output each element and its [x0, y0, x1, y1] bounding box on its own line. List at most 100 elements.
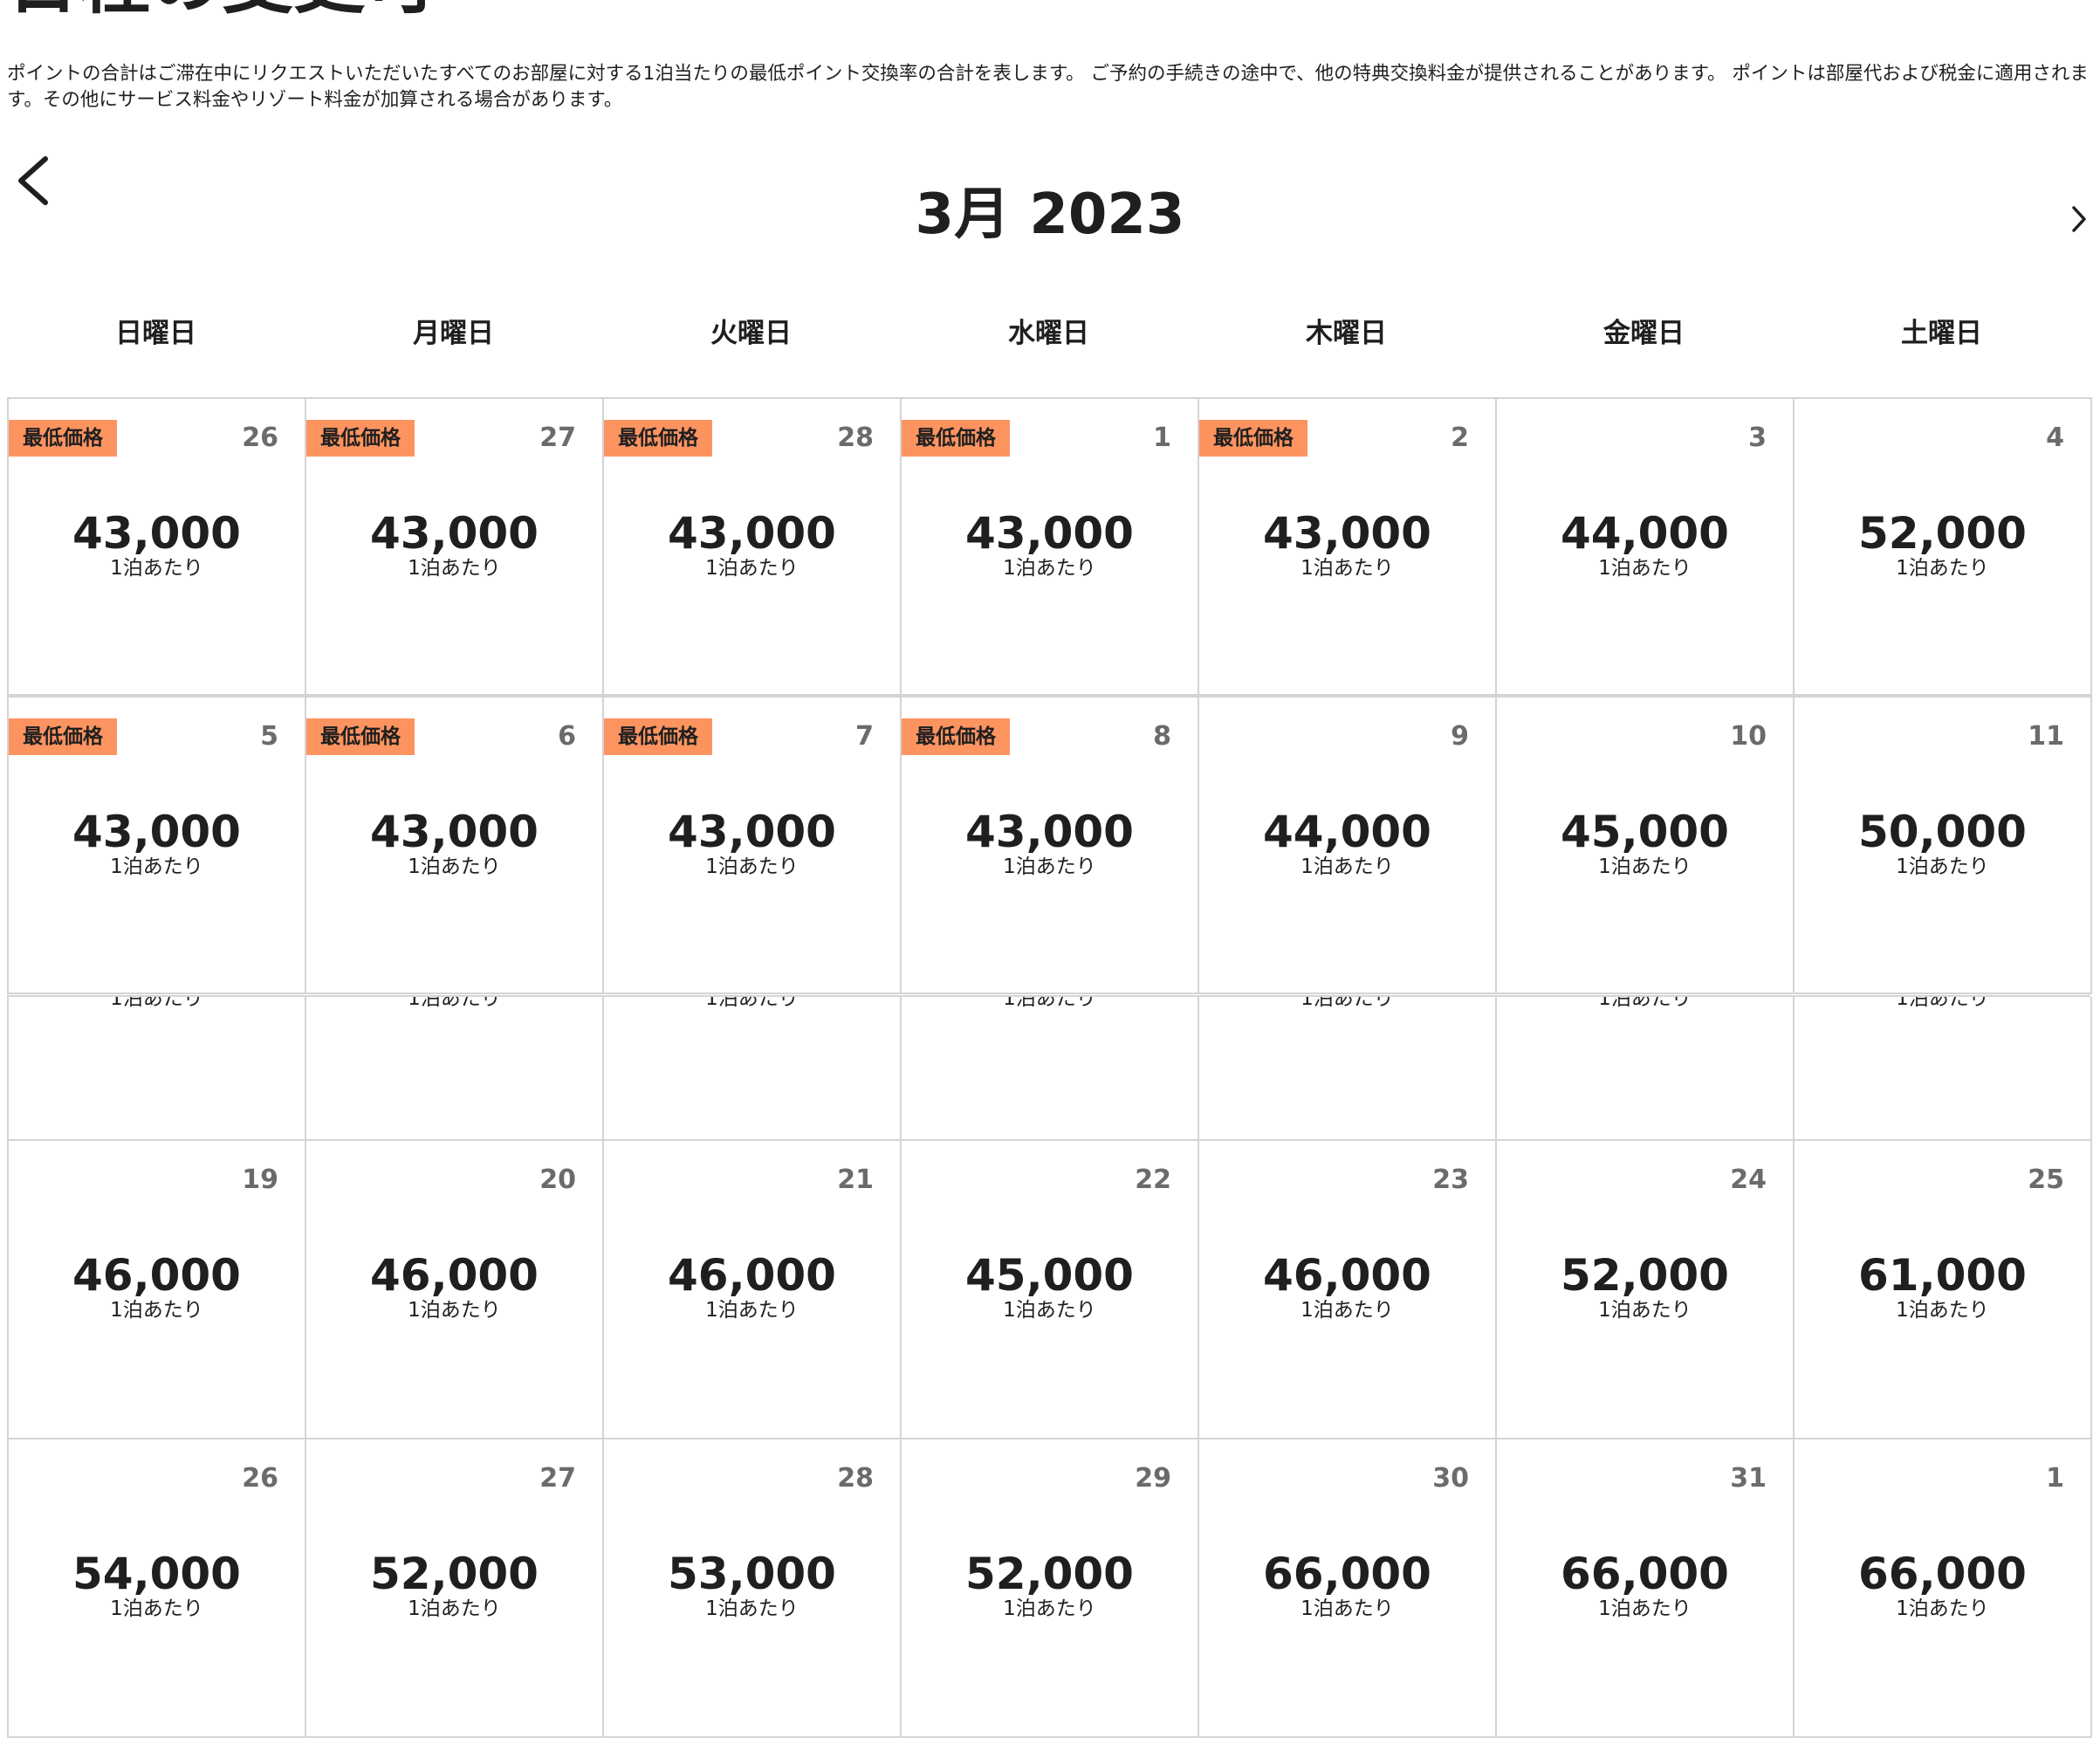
per-night-label: 1泊あたり: [1300, 1597, 1394, 1620]
calendar-day-cell-partial[interactable]: 1泊あたり: [902, 997, 1199, 1141]
calendar-day-cell[interactable]: 最低価格 1 43,000 1泊あたり: [902, 397, 1199, 696]
calendar-day-cell-partial[interactable]: 1泊あたり: [604, 997, 902, 1141]
per-night-label: 1泊あたり: [110, 855, 203, 878]
calendar-day-cell[interactable]: 3 44,000 1泊あたり: [1497, 397, 1795, 696]
day-number: 25: [2028, 1164, 2064, 1195]
points-price: 52,000: [1561, 1250, 1729, 1301]
calendar-day-cell[interactable]: 9 44,000 1泊あたり: [1199, 696, 1497, 994]
points-price: 45,000: [965, 1250, 1134, 1301]
per-night-label: 1泊あたり: [408, 855, 501, 878]
per-night-label: 1泊あたり: [408, 997, 501, 1010]
calendar-day-cell[interactable]: 23 46,000 1泊あたり: [1199, 1141, 1497, 1439]
per-night-label: 1泊あたり: [110, 1299, 203, 1322]
per-night-label: 1泊あたり: [1300, 855, 1394, 878]
per-night-label: 1泊あたり: [1598, 1299, 1692, 1322]
calendar-day-cell[interactable]: 11 50,000 1泊あたり: [1795, 696, 2092, 994]
per-night-label: 1泊あたり: [705, 1299, 799, 1322]
per-night-label: 1泊あたり: [705, 557, 799, 580]
points-price: 45,000: [1561, 807, 1729, 857]
calendar-day-cell[interactable]: 最低価格 27 43,000 1泊あたり: [306, 397, 604, 696]
calendar-day-cell[interactable]: 31 66,000 1泊あたり: [1497, 1439, 1795, 1738]
calendar-day-cell[interactable]: 最低価格 2 43,000 1泊あたり: [1199, 397, 1497, 696]
next-month-button[interactable]: [2067, 201, 2091, 237]
per-night-label: 1泊あたり: [1598, 557, 1692, 580]
calendar-day-cell[interactable]: 1 66,000 1泊あたり: [1795, 1439, 2092, 1738]
weekday-monday: 月曜日: [413, 318, 494, 349]
calendar-day-cell[interactable]: 28 53,000 1泊あたり: [604, 1439, 902, 1738]
calendar-day-cell-partial[interactable]: 1泊あたり: [1497, 997, 1795, 1141]
calendar-day-cell[interactable]: 27 52,000 1泊あたり: [306, 1439, 604, 1738]
calendar-day-cell[interactable]: 最低価格 8 43,000 1泊あたり: [902, 696, 1199, 994]
calendar-day-cell[interactable]: 10 45,000 1泊あたり: [1497, 696, 1795, 994]
points-price: 44,000: [1263, 807, 1431, 857]
per-night-label: 1泊あたり: [705, 1597, 799, 1620]
weekday-header: 日曜日 月曜日 火曜日 水曜日 木曜日 金曜日 土曜日: [7, 316, 2090, 351]
day-number: 11: [2028, 721, 2064, 752]
day-number: 24: [1730, 1164, 1767, 1195]
calendar-day-cell[interactable]: 19 46,000 1泊あたり: [9, 1141, 306, 1439]
points-price: 52,000: [370, 1549, 539, 1599]
day-number: 20: [539, 1164, 576, 1195]
calendar-day-cell[interactable]: 最低価格 7 43,000 1泊あたり: [604, 696, 902, 994]
per-night-label: 1泊あたり: [1300, 557, 1394, 580]
calendar-day-cell[interactable]: 20 46,000 1泊あたり: [306, 1141, 604, 1439]
points-price: 44,000: [1561, 508, 1729, 559]
calendar-day-cell[interactable]: 26 54,000 1泊あたり: [9, 1439, 306, 1738]
points-price: 53,000: [668, 1549, 836, 1599]
calendar-day-cell[interactable]: 24 52,000 1泊あたり: [1497, 1141, 1795, 1439]
per-night-label: 1泊あたり: [1003, 1299, 1096, 1322]
calendar-day-cell[interactable]: 最低価格 6 43,000 1泊あたり: [306, 696, 604, 994]
day-number: 30: [1432, 1463, 1469, 1494]
points-price: 43,000: [668, 508, 836, 559]
month-title: 3月 2023: [915, 182, 1185, 247]
day-number: 27: [539, 422, 576, 453]
lowest-price-badge: 最低価格: [604, 420, 712, 457]
calendar-day-cell[interactable]: 21 46,000 1泊あたり: [604, 1141, 902, 1439]
day-number: 2: [1451, 422, 1469, 453]
per-night-label: 1泊あたり: [110, 1597, 203, 1620]
weekday-friday: 金曜日: [1603, 318, 1685, 349]
per-night-label: 1泊あたり: [1598, 1597, 1692, 1620]
points-price: 46,000: [370, 1250, 539, 1301]
calendar-day-cell-partial[interactable]: 1泊あたり: [1199, 997, 1497, 1141]
calendar-grid-bottom: 19 46,000 1泊あたり 20 46,000 1泊あたり 21 46,000 1泊あたり 2…: [7, 1141, 2092, 1738]
day-number: 8: [1153, 721, 1171, 752]
per-night-label: 1泊あたり: [1896, 557, 1989, 580]
points-price: 52,000: [1858, 508, 2027, 559]
calendar-day-cell-partial[interactable]: 1泊あたり: [9, 997, 306, 1141]
lowest-price-badge: 最低価格: [9, 420, 117, 457]
points-notice: ポイントの合計はご滞在中にリクエストいただいたすべてのお部屋に対する1泊当たりの…: [7, 63, 2089, 111]
calendar-day-cell[interactable]: 25 61,000 1泊あたり: [1795, 1141, 2092, 1439]
calendar-day-cell[interactable]: 30 66,000 1泊あたり: [1199, 1439, 1497, 1738]
calendar-day-cell[interactable]: 最低価格 5 43,000 1泊あたり: [9, 696, 306, 994]
weekday-wednesday: 水曜日: [1008, 318, 1089, 349]
per-night-label: 1泊あたり: [1003, 855, 1096, 878]
lowest-price-badge: 最低価格: [1199, 420, 1307, 457]
lowest-price-badge: 最低価格: [604, 718, 712, 755]
calendar-day-cell-partial[interactable]: 1泊あたり: [306, 997, 604, 1141]
per-night-label: 1泊あたり: [408, 557, 501, 580]
points-price: 54,000: [72, 1549, 241, 1599]
page-heading: 日程の変更可: [7, 0, 436, 18]
calendar-day-cell[interactable]: 最低価格 26 43,000 1泊あたり: [9, 397, 306, 696]
calendar-day-cell-partial[interactable]: 1泊あたり: [1795, 997, 2092, 1141]
day-number: 3: [1748, 422, 1767, 453]
day-number: 26: [242, 422, 278, 453]
calendar-day-cell[interactable]: 22 45,000 1泊あたり: [902, 1141, 1199, 1439]
points-price: 46,000: [72, 1250, 241, 1301]
day-number: 23: [1432, 1164, 1469, 1195]
points-price: 43,000: [72, 807, 241, 857]
points-price: 43,000: [72, 508, 241, 559]
day-number: 6: [558, 721, 576, 752]
calendar-day-cell[interactable]: 最低価格 28 43,000 1泊あたり: [604, 397, 902, 696]
calendar-day-cell[interactable]: 29 52,000 1泊あたり: [902, 1439, 1199, 1738]
per-night-label: 1泊あたり: [1598, 855, 1692, 878]
calendar-day-cell[interactable]: 4 52,000 1泊あたり: [1795, 397, 2092, 696]
per-night-label: 1泊あたり: [1300, 997, 1394, 1010]
prev-month-button[interactable]: [12, 154, 56, 208]
per-night-label: 1泊あたり: [1003, 997, 1096, 1010]
points-price: 43,000: [965, 807, 1134, 857]
per-night-label: 1泊あたり: [1003, 1597, 1096, 1620]
day-number: 22: [1135, 1164, 1171, 1195]
per-night-label: 1泊あたり: [1598, 997, 1692, 1010]
